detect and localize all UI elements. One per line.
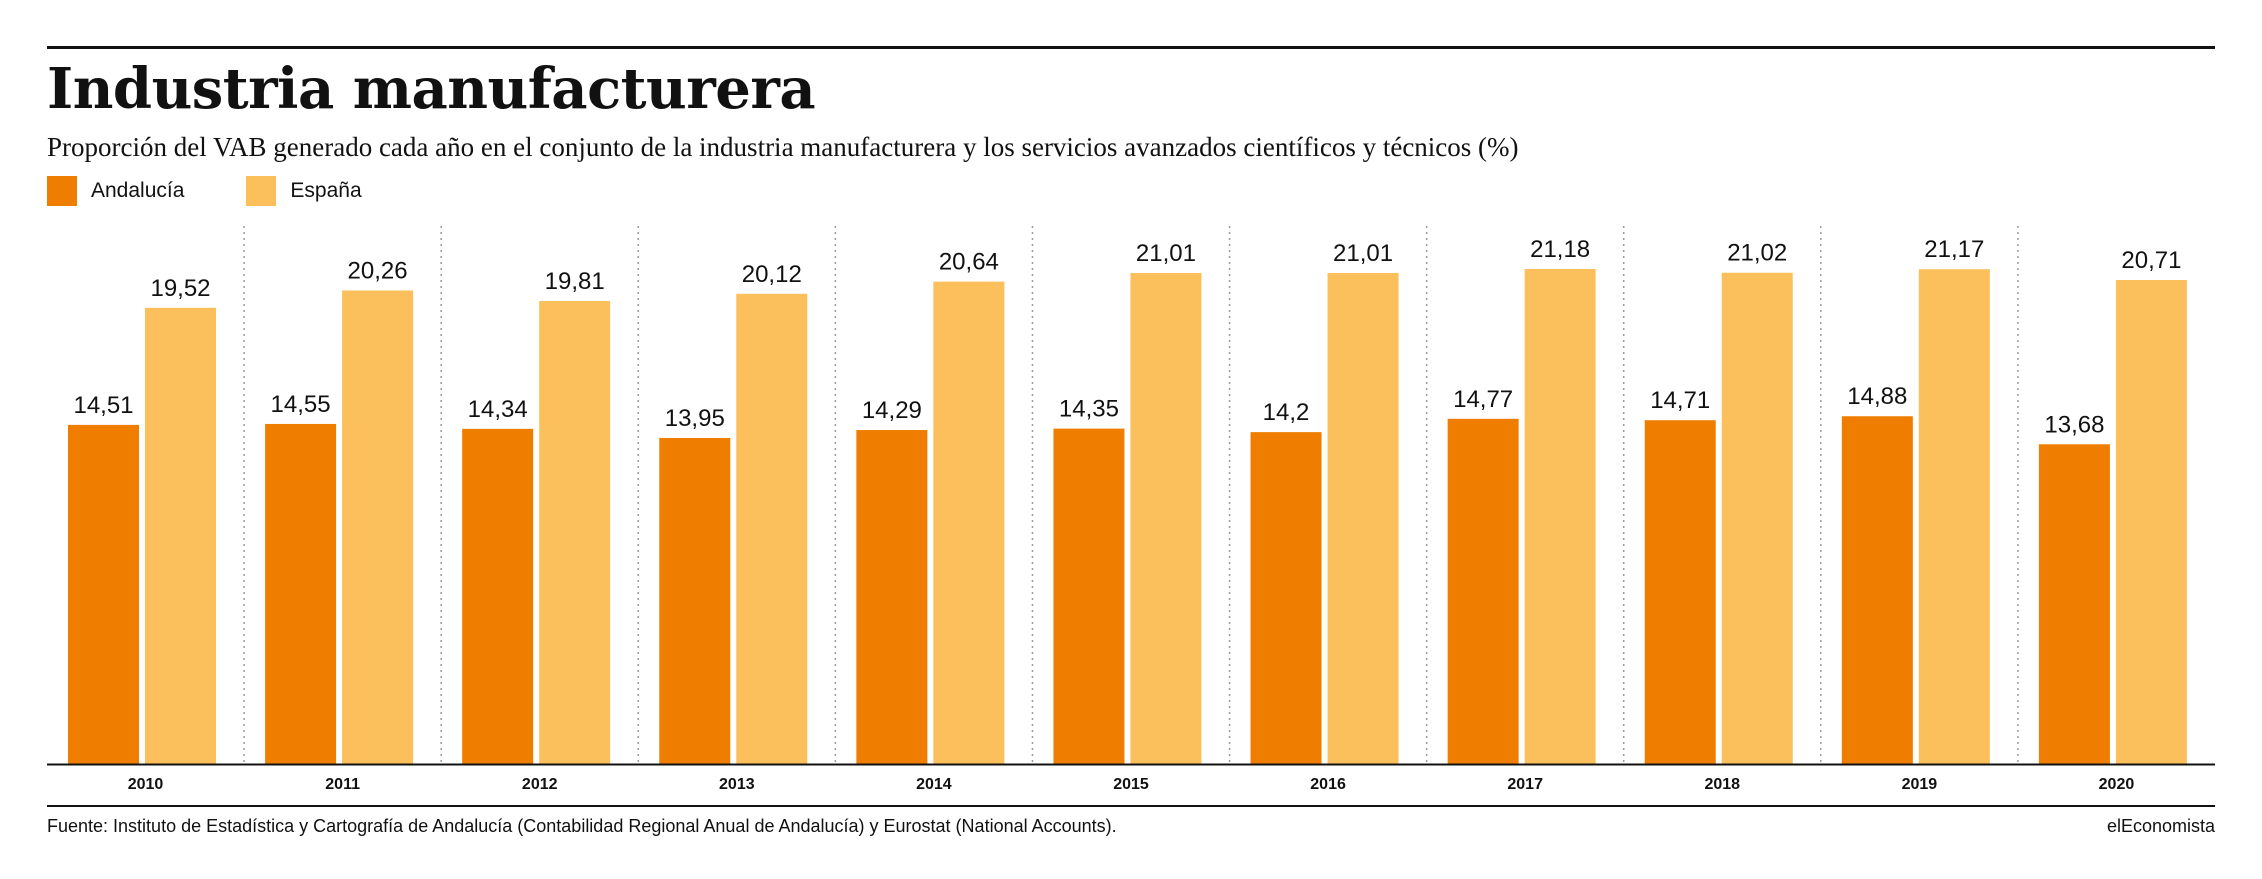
top-rule xyxy=(47,46,2215,49)
legend-item-andalucia: Andalucía xyxy=(47,176,184,206)
x-tick-label-2014: 2014 xyxy=(916,776,952,793)
legend-item-espana: España xyxy=(246,176,362,206)
x-tick-label-2016: 2016 xyxy=(1310,776,1346,793)
bar-andalucia-2010 xyxy=(68,424,139,764)
bar-espana-2011 xyxy=(342,290,414,764)
legend: Andalucía España xyxy=(47,176,424,206)
data-label-espana-2018: 21,02 xyxy=(1727,240,1787,267)
x-tick-label-2010: 2010 xyxy=(128,776,164,793)
source-note: Fuente: Instituto de Estadística y Carto… xyxy=(47,816,1117,836)
data-label-andalucia-2014: 14,29 xyxy=(862,397,922,424)
data-label-espana-2015: 21,01 xyxy=(1136,240,1196,267)
data-label-andalucia-2016: 14,2 xyxy=(1263,399,1310,426)
bar-espana-2017 xyxy=(1524,269,1596,764)
data-label-espana-2019: 21,17 xyxy=(1924,236,1984,263)
brand-name: elEconomista xyxy=(2106,816,2215,836)
bar-andalucia-2018 xyxy=(1644,420,1716,764)
data-label-espana-2014: 20,64 xyxy=(939,249,999,276)
data-label-andalucia-2018: 14,71 xyxy=(1650,387,1710,414)
data-label-espana-2016: 21,01 xyxy=(1333,240,1393,267)
data-label-andalucia-2015: 14,35 xyxy=(1059,396,1119,423)
data-label-andalucia-2012: 14,34 xyxy=(468,396,528,423)
x-tick-label-2011: 2011 xyxy=(325,776,360,793)
legend-label-andalucia: Andalucía xyxy=(91,179,185,202)
x-tick-label-2013: 2013 xyxy=(719,776,755,793)
data-label-andalucia-2019: 14,88 xyxy=(1847,383,1907,410)
bar-espana-2018 xyxy=(1721,272,1793,764)
data-label-espana-2017: 21,18 xyxy=(1530,236,1590,263)
bar-andalucia-2014 xyxy=(856,430,928,764)
bar-espana-2016 xyxy=(1327,272,1399,764)
data-label-espana-2012: 19,81 xyxy=(545,268,605,295)
bar-andalucia-2011 xyxy=(265,423,337,764)
x-tick-label-2017: 2017 xyxy=(1507,776,1543,793)
bar-andalucia-2020 xyxy=(2038,444,2110,764)
legend-label-espana: España xyxy=(290,179,362,202)
data-label-espana-2011: 20,26 xyxy=(348,258,408,285)
footer-rule xyxy=(47,805,2215,807)
x-tick-label-2012: 2012 xyxy=(522,776,558,793)
data-label-andalucia-2010: 14,51 xyxy=(73,392,133,419)
bar-andalucia-2017 xyxy=(1447,418,1519,764)
bar-andalucia-2012 xyxy=(462,428,534,764)
bar-andalucia-2016 xyxy=(1250,432,1322,764)
data-label-espana-2010: 19,52 xyxy=(150,275,210,302)
bar-espana-2012 xyxy=(539,301,611,764)
legend-swatch-espana xyxy=(246,176,277,206)
bar-andalucia-2015 xyxy=(1053,428,1125,764)
data-label-andalucia-2013: 13,95 xyxy=(665,405,725,432)
bar-espana-2010 xyxy=(145,307,216,764)
bar-espana-2019 xyxy=(1918,269,1990,764)
legend-swatch-andalucia xyxy=(47,176,77,206)
data-label-espana-2020: 20,71 xyxy=(2121,247,2181,274)
data-label-andalucia-2020: 13,68 xyxy=(2044,411,2104,438)
bar-andalucia-2013 xyxy=(659,437,731,764)
x-tick-label-2015: 2015 xyxy=(1113,776,1149,793)
bar-espana-2013 xyxy=(736,293,808,764)
chart-subtitle: Proporción del VAB generado cada año en … xyxy=(47,132,1519,162)
chart-title: Industria manufacturera xyxy=(47,56,816,122)
bar-espana-2014 xyxy=(933,281,1005,764)
x-tick-label-2018: 2018 xyxy=(1704,776,1740,793)
x-tick-label-2019: 2019 xyxy=(1902,776,1938,793)
bar-espana-2015 xyxy=(1130,272,1202,764)
data-label-andalucia-2017: 14,77 xyxy=(1453,386,1513,413)
data-label-espana-2013: 20,12 xyxy=(742,261,802,288)
x-tick-label-2020: 2020 xyxy=(2099,776,2135,793)
data-label-andalucia-2011: 14,55 xyxy=(271,391,331,418)
bar-andalucia-2019 xyxy=(1841,416,1913,764)
bar-espana-2020 xyxy=(2115,279,2187,764)
